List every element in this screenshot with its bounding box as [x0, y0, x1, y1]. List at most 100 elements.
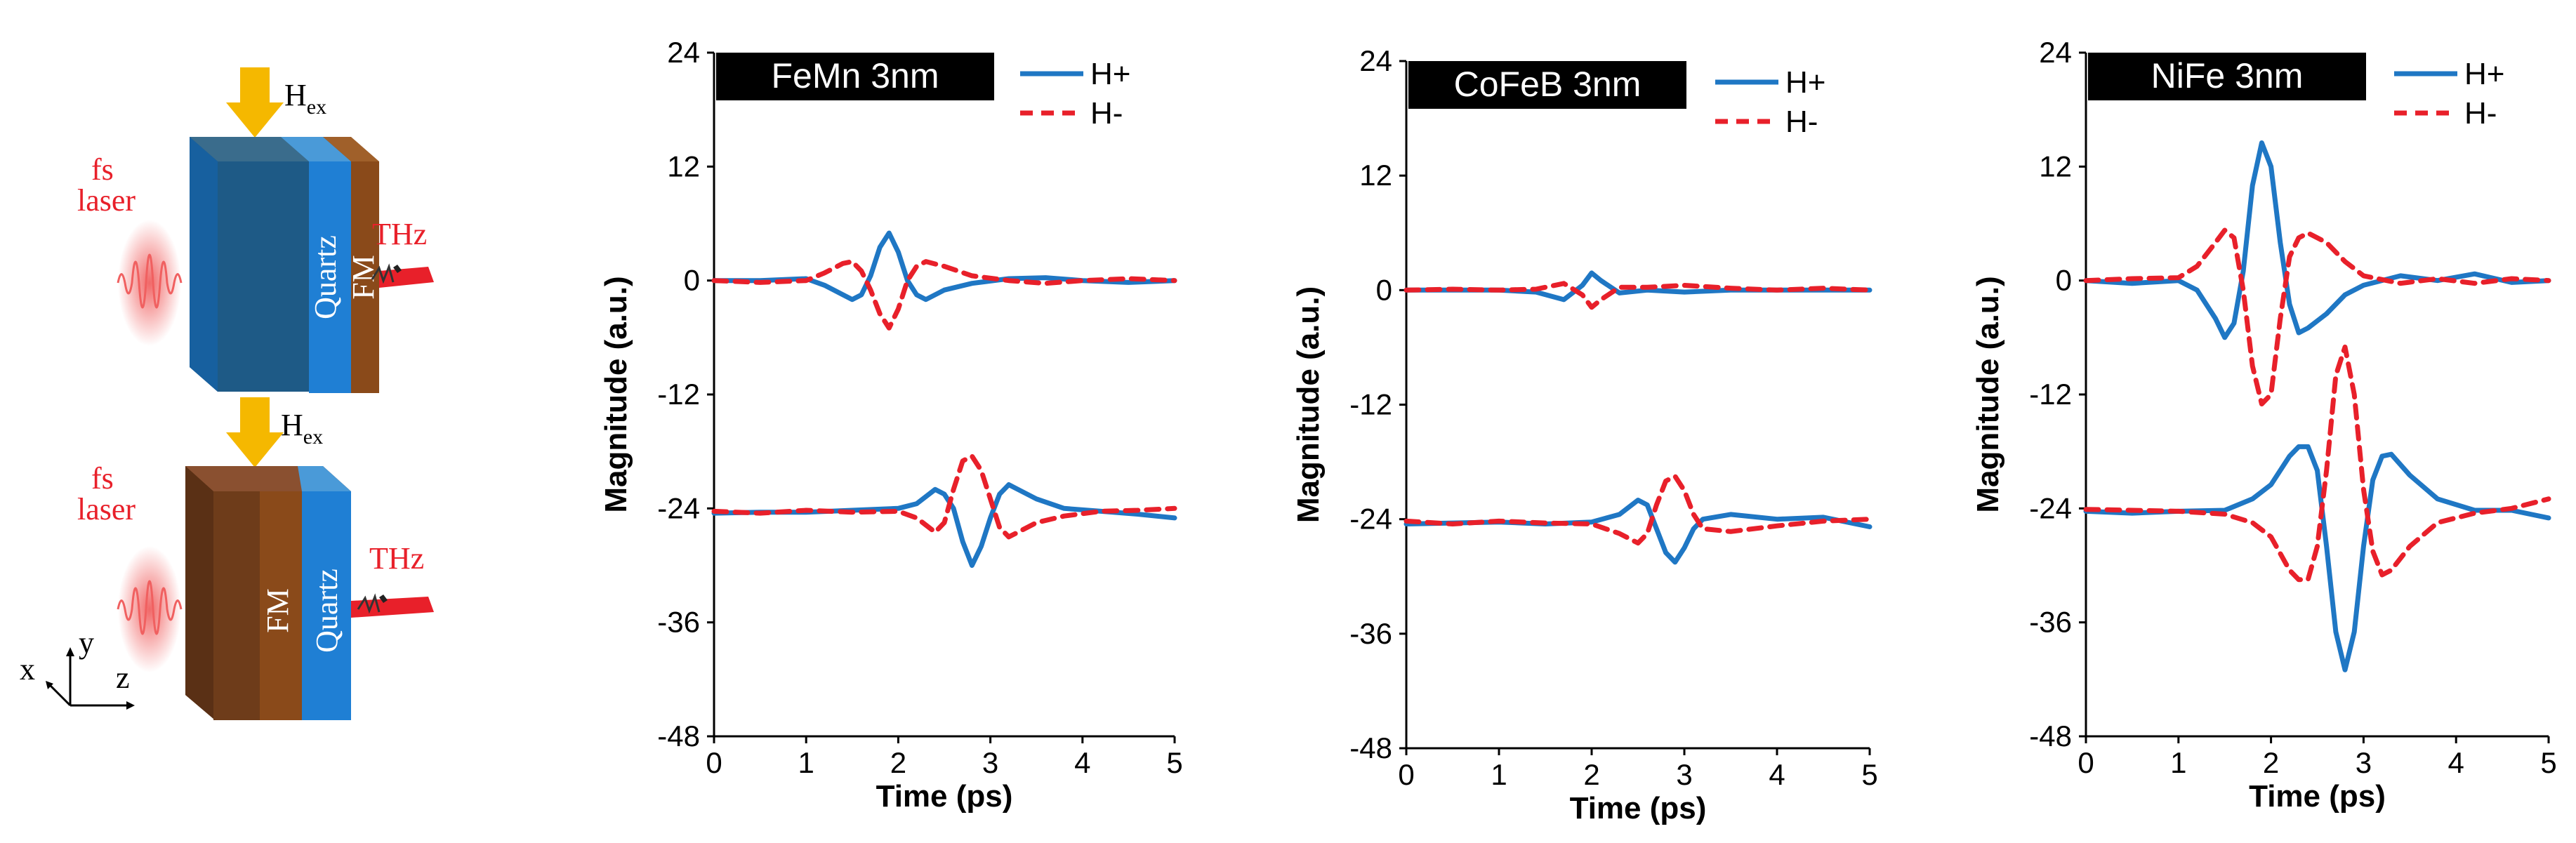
top-quartz-layer [309, 161, 351, 393]
y-axis-title: Magnitude (a.u.) [1291, 286, 1326, 523]
series-h-plus-line [1403, 498, 1872, 565]
top-laser-label-line2: laser [77, 183, 136, 218]
y-tick-label: -24 [657, 491, 700, 524]
legend-label-h-minus: H- [2464, 96, 2497, 131]
legend-label-h-plus: H+ [2464, 57, 2504, 91]
x-tick-label: 2 [2263, 746, 2279, 779]
panel-title: FeMn 3nm [772, 56, 939, 95]
top-sample: Hex Quartz FM fs laser [77, 67, 434, 393]
axis-x-label: x [20, 652, 35, 686]
series-h-plus-line [2083, 444, 2551, 672]
x-tick-label: 2 [1583, 758, 1599, 791]
bottom-thz-label: THz [369, 541, 424, 576]
y-tick-label: -24 [1349, 503, 1392, 536]
top-layer-b-label: FM [346, 255, 381, 300]
bottom-sample: Hex FM Quartz fs laser THz [77, 397, 434, 720]
top-laser-pulse-icon [117, 220, 183, 346]
series-h-minus-line [1403, 474, 1872, 546]
top-layer-a-label: Quartz [308, 235, 343, 319]
series-h-minus-line [2083, 344, 2551, 583]
series-h-minus-line [711, 453, 1177, 540]
y-tick-label: 0 [684, 264, 700, 297]
x-axis-title: Time (ps) [1570, 791, 1707, 825]
x-tick-label: 2 [890, 746, 906, 779]
x-tick-label: 5 [1166, 746, 1182, 779]
y-tick-label: -24 [2029, 491, 2072, 524]
x-tick-label: 1 [1491, 758, 1507, 791]
y-tick-label: -48 [1349, 731, 1392, 764]
series-h-minus-line [2083, 227, 2551, 406]
x-axis-title: Time (ps) [2249, 779, 2386, 814]
x-tick-label: 4 [1769, 758, 1785, 791]
bottom-layer-b-label: Quartz [310, 569, 344, 653]
y-axis-title: Magnitude (a.u.) [599, 276, 633, 512]
x-axis-title: Time (ps) [876, 779, 1013, 814]
legend-label-h-plus: H+ [1090, 57, 1130, 91]
panel-title: NiFe 3nm [2151, 56, 2304, 95]
top-fm-layer [351, 161, 379, 393]
series-h-plus-line [1403, 270, 1872, 303]
x-tick-label: 3 [982, 746, 998, 779]
x-tick-label: 4 [1074, 746, 1090, 779]
x-tick-label: 0 [706, 746, 722, 779]
panel-title-box [1408, 61, 1686, 109]
coordinate-axes-icon: x y z [20, 625, 135, 710]
y-tick-label: -48 [2029, 719, 2072, 752]
axis-y-label: y [79, 625, 94, 660]
bottom-layer-a-label: FM [260, 588, 295, 633]
series-h-plus-line [711, 230, 1177, 303]
panel-title: CoFeB 3nm [1454, 65, 1642, 104]
x-tick-label: 0 [1398, 758, 1414, 791]
x-tick-label: 4 [2448, 746, 2464, 779]
legend-label-h-minus: H- [1090, 96, 1123, 131]
panel-title-box [716, 53, 994, 100]
y-tick-label: 24 [1359, 44, 1392, 77]
y-axis-title: Magnitude (a.u.) [1971, 276, 2005, 512]
top-laser-label-line1: fs [91, 152, 114, 187]
y-tick-label: -48 [657, 719, 700, 752]
y-tick-label: -36 [2029, 606, 2072, 639]
x-tick-label: 3 [1676, 758, 1692, 791]
y-tick-label: -36 [657, 606, 700, 639]
legend-label-h-plus: H+ [1785, 65, 1825, 100]
bottom-laser-label-line2: laser [77, 492, 136, 526]
series-h-plus-line [2083, 140, 2551, 340]
x-tick-label: 3 [2356, 746, 2372, 779]
series-h-minus-line [711, 259, 1177, 331]
panel-title-box [2088, 53, 2366, 100]
y-tick-label: 0 [1376, 273, 1392, 306]
bottom-thz-beam-icon [351, 593, 434, 618]
y-tick-label: 12 [667, 150, 700, 182]
top-field-label: Hex [284, 78, 326, 119]
legend-label-h-minus: H- [1785, 105, 1818, 139]
x-tick-label: 1 [2170, 746, 2186, 779]
y-tick-label: 12 [1359, 159, 1392, 192]
x-tick-label: 1 [798, 746, 814, 779]
y-tick-label: -12 [2029, 378, 2072, 411]
schematic-diagram: Hex Quartz FM fs laser [20, 67, 434, 720]
y-tick-label: 24 [667, 36, 700, 69]
y-tick-label: 0 [2056, 264, 2072, 297]
top-thz-label: THz [372, 217, 427, 251]
y-tick-label: -36 [1349, 617, 1392, 650]
y-tick-label: 24 [2039, 36, 2072, 69]
x-tick-label: 5 [2540, 746, 2556, 779]
bottom-field-label: Hex [281, 408, 323, 449]
bottom-field-arrow-icon [226, 397, 284, 467]
bottom-laser-pulse-icon [117, 546, 183, 672]
y-tick-label: -12 [1349, 388, 1392, 421]
bottom-laser-label-line1: fs [91, 461, 114, 496]
top-glass-slab [190, 137, 309, 392]
axis-z-label: z [116, 661, 130, 695]
x-tick-label: 5 [1861, 758, 1877, 791]
bottom-quartz-layer [302, 491, 351, 720]
y-tick-label: -12 [657, 378, 700, 411]
bottom-fm-layer [260, 491, 302, 720]
top-thz-beam-icon [371, 263, 434, 288]
y-tick-label: 12 [2039, 150, 2072, 182]
x-tick-label: 0 [2078, 746, 2094, 779]
